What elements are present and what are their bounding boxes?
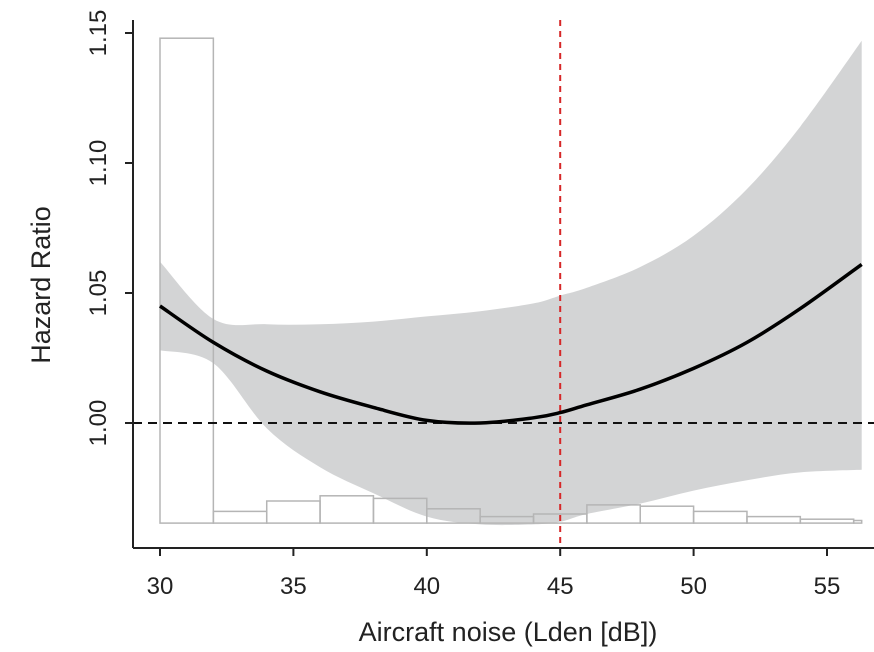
x-tick-label: 45 bbox=[547, 573, 574, 600]
histogram-bar bbox=[319, 495, 375, 524]
histogram-bar bbox=[692, 510, 748, 524]
y-tick-label: 1.05 bbox=[85, 270, 112, 317]
x-tick-label: 30 bbox=[147, 573, 174, 600]
histogram-bar bbox=[265, 500, 321, 524]
histogram-bar bbox=[639, 505, 695, 524]
confidence-band bbox=[160, 40, 862, 526]
y-tick-label: 1.15 bbox=[85, 10, 112, 57]
x-tick-label: 35 bbox=[280, 573, 307, 600]
reference-lines-layer bbox=[133, 20, 874, 548]
x-tick-label: 55 bbox=[814, 573, 841, 600]
axes-layer: 30 35 40 45 50 55 1.00 1.05 1.10 1.15 bbox=[85, 10, 874, 600]
x-tick-label: 50 bbox=[680, 573, 707, 600]
histogram-bar bbox=[746, 515, 802, 524]
y-tick-label: 1.10 bbox=[85, 140, 112, 187]
histogram-bar bbox=[799, 518, 855, 524]
confidence-band-layer bbox=[160, 40, 862, 526]
hazard-ratio-curve bbox=[159, 262, 863, 425]
x-axis-title: Aircraft noise (Lden [dB]) bbox=[359, 617, 658, 647]
histogram-bar bbox=[852, 519, 863, 524]
histogram-layer bbox=[159, 37, 863, 524]
histogram-bar bbox=[212, 510, 268, 524]
histogram-bar bbox=[159, 37, 215, 524]
hazard-curve-layer bbox=[159, 262, 863, 425]
y-axis-title: Hazard Ratio bbox=[26, 206, 56, 364]
x-tick-label: 40 bbox=[413, 573, 440, 600]
y-tick-label: 1.00 bbox=[85, 400, 112, 447]
